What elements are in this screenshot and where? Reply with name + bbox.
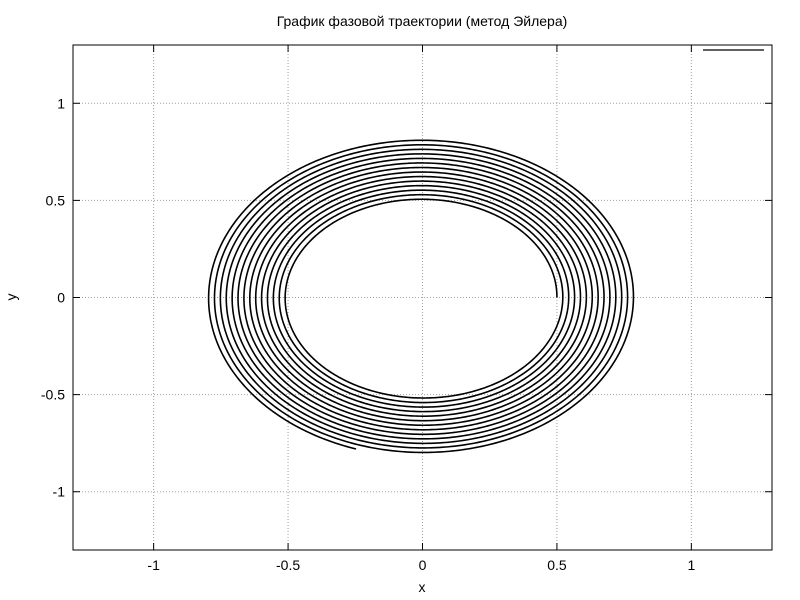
x-tick-label: 1 (687, 557, 695, 573)
x-tick-label: 0 (419, 557, 427, 573)
y-axis-label: y (3, 294, 19, 301)
x-axis-label: x (419, 579, 426, 595)
y-tick-label: 0.5 (46, 192, 66, 208)
series-group (207, 139, 635, 454)
grid-lines (73, 45, 772, 550)
y-tick-label: 0 (57, 290, 65, 306)
chart-title: График фазовой траектории (метод Эйлера) (277, 13, 568, 29)
x-tick-label: 0.5 (547, 557, 567, 573)
x-tick-label: -0.5 (276, 557, 300, 573)
series-line (207, 139, 635, 454)
y-tick-label: 1 (57, 95, 65, 111)
x-tick-label: -1 (147, 557, 160, 573)
axis-ticks: -1 -0.5 0 0.5 1 -1 -0.5 0 0.5 1 (41, 45, 772, 573)
y-tick-label: -1 (53, 484, 66, 500)
y-tick-label: -0.5 (41, 387, 65, 403)
